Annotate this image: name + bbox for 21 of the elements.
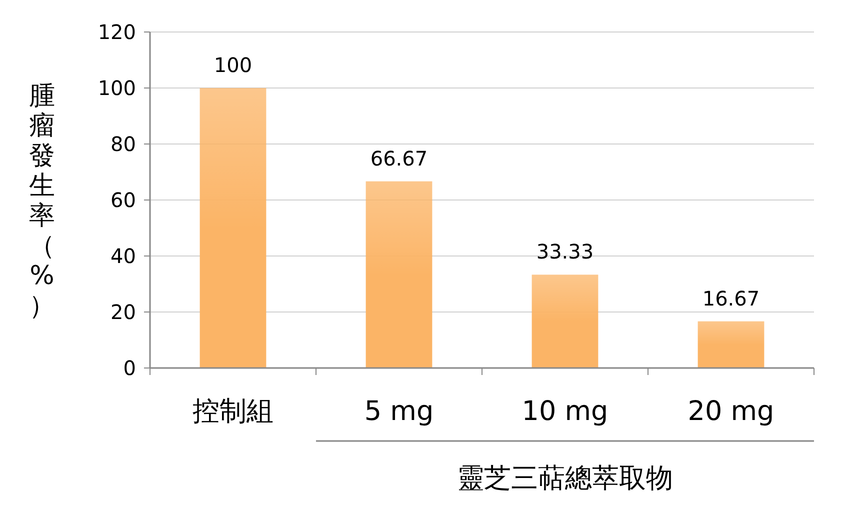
x-tick-label: 控制組 xyxy=(192,396,274,427)
x-tick-label: 5 mg xyxy=(364,396,434,427)
y-tick-label: 60 xyxy=(110,188,136,212)
data-label: 66.67 xyxy=(370,146,428,170)
bar xyxy=(200,88,266,368)
y-tick-label: 100 xyxy=(98,76,136,100)
text: 靈芝三萜總萃取物 xyxy=(457,463,673,494)
y-tick-label: 20 xyxy=(110,300,136,324)
y-axis-title: 腫瘤發生率（%） xyxy=(29,81,55,321)
data-label: 33.33 xyxy=(536,240,594,264)
y-tick-label: 40 xyxy=(110,244,136,268)
y-tick-label: 80 xyxy=(110,132,136,156)
bar xyxy=(698,321,764,368)
data-label: 100 xyxy=(214,53,252,77)
x-tick-label: 20 mg xyxy=(688,396,774,427)
y-tick-label: 120 xyxy=(98,20,136,44)
bar xyxy=(366,181,432,368)
y-tick-label: 0 xyxy=(123,356,136,380)
data-label: 16.67 xyxy=(702,286,760,310)
bar xyxy=(532,274,598,368)
x-tick-label: 10 mg xyxy=(522,396,608,427)
